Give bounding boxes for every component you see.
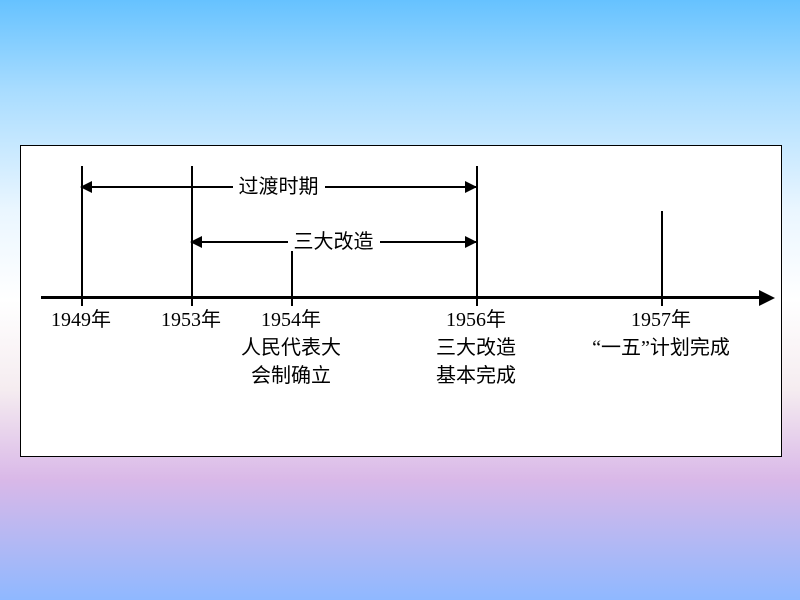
tick-1949年 (81, 166, 83, 306)
year-label: 1953年 (161, 306, 221, 334)
event-desc-line: 人民代表大 (241, 334, 341, 362)
event-desc-line: “一五”计划完成 (592, 334, 730, 362)
span-label: 三大改造 (288, 225, 380, 254)
year-label: 1949年 (51, 306, 111, 334)
event-desc-line: 会制确立 (241, 362, 341, 390)
event-desc-line: 基本完成 (436, 362, 516, 390)
timeline-axis (41, 296, 761, 299)
year-label: 1956年三大改造基本完成 (436, 306, 516, 390)
year-label: 1954年人民代表大会制确立 (241, 306, 341, 390)
tick-1953年 (191, 166, 193, 306)
year-label: 1957年“一五”计划完成 (592, 306, 730, 362)
timeline-panel: 过渡时期三大改造 1949年 1953年 1954年人民代表大会制确立 1956年三大… (20, 145, 782, 457)
span-label: 过渡时期 (233, 170, 325, 199)
tick-1956年 (476, 166, 478, 306)
event-desc-line: 三大改造 (436, 334, 516, 362)
tick-1957年 (661, 211, 663, 306)
tick-1954年 (291, 251, 293, 306)
